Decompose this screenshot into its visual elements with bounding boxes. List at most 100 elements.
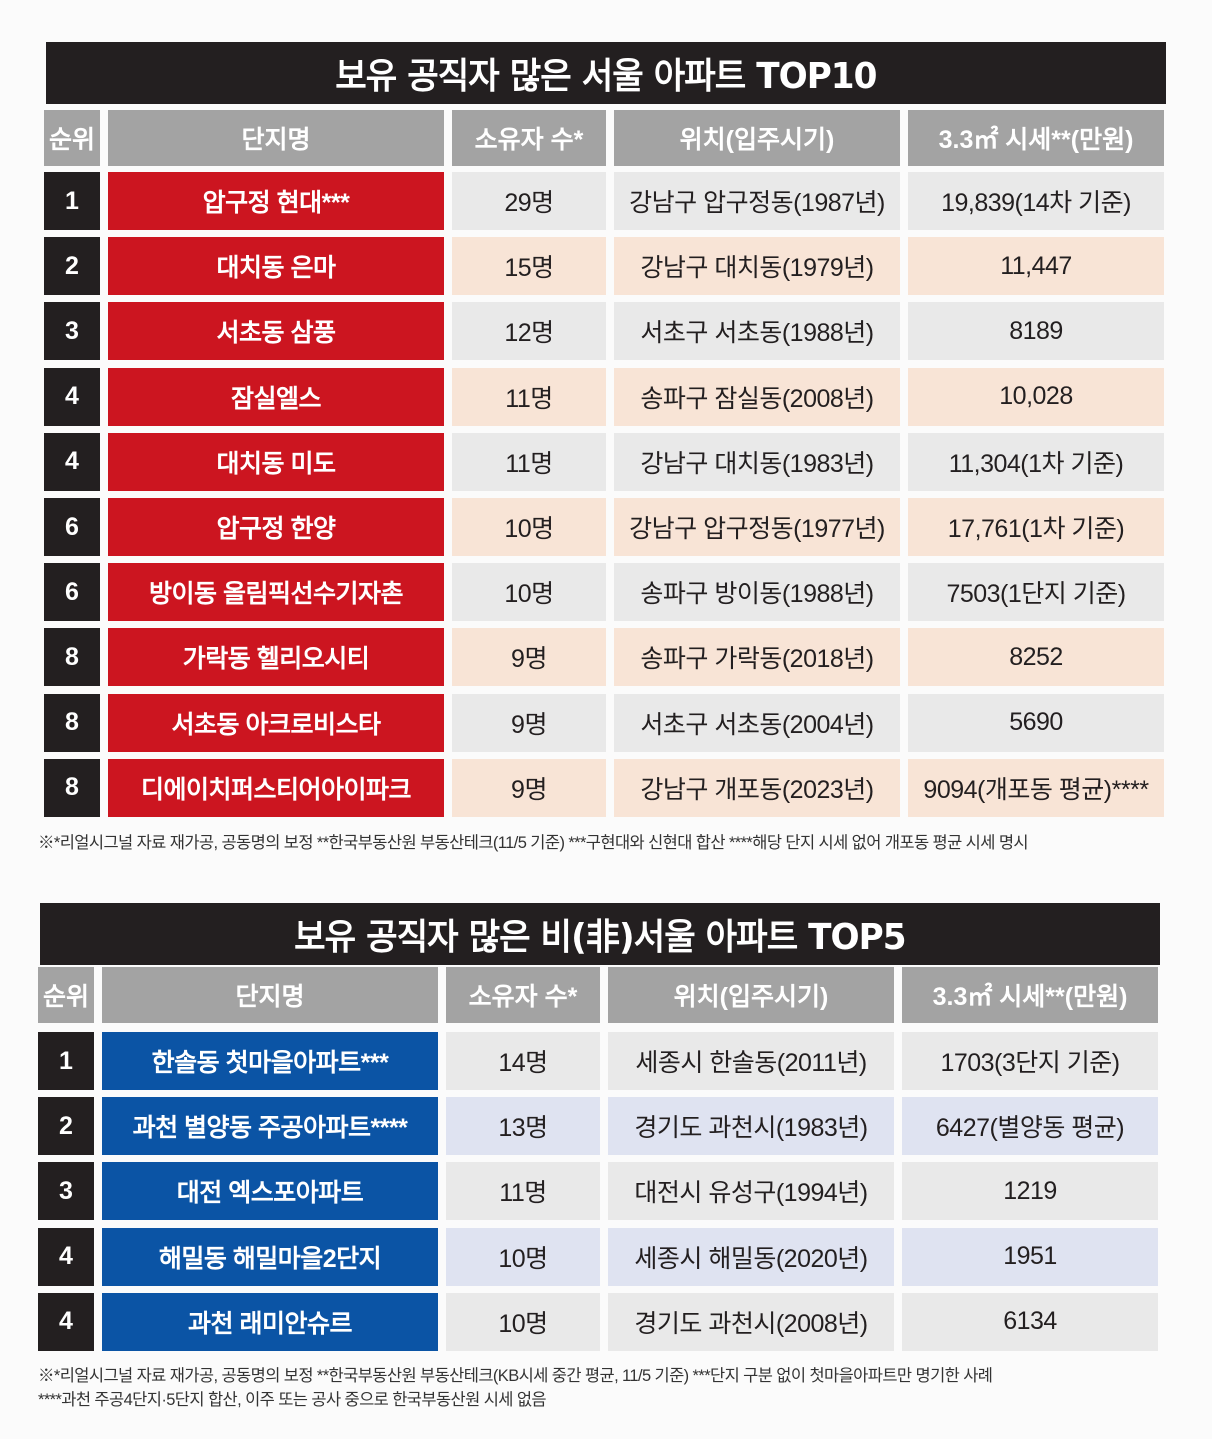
table-row: 8 가락동 헬리오시티 9명 송파구 가락동(2018년) 8252 bbox=[0, 628, 1212, 687]
owners-cell: 13명 bbox=[446, 1097, 600, 1156]
table-row: 1 압구정 현대*** 29명 강남구 압구정동(1987년) 19,839(14차 기… bbox=[0, 172, 1212, 230]
price-cell: 6134 bbox=[902, 1292, 1158, 1351]
table-row: 6 압구정 한양 10명 강남구 압구정동(1977년) 17,761(1차 기준) bbox=[0, 498, 1212, 556]
rank-cell: 1 bbox=[38, 1032, 94, 1090]
location-cell: 서초구 서초동(1988년) bbox=[614, 302, 900, 361]
rank-cell: 4 bbox=[44, 432, 100, 491]
owners-cell: 12명 bbox=[452, 302, 606, 361]
complex-name-cell: 압구정 한양 bbox=[108, 498, 444, 556]
complex-name-cell: 해밀동 해밀마을2단지 bbox=[102, 1227, 438, 1286]
location-cell: 세종시 해밀동(2020년) bbox=[608, 1227, 894, 1286]
complex-name-cell: 과천 래미안슈르 bbox=[102, 1292, 438, 1351]
table2-title: 보유 공직자 많은 비(非)서울 아파트 TOP5 bbox=[40, 903, 1160, 965]
table-row: 3 서초동 삼풍 12명 서초구 서초동(1988년) 8189 bbox=[0, 302, 1212, 361]
table-row: 2 과천 별양동 주공아파트**** 13명 경기도 과천시(1983년) 6427(별… bbox=[0, 1097, 1212, 1156]
location-cell: 경기도 과천시(2008년) bbox=[608, 1292, 894, 1351]
owners-cell: 11명 bbox=[452, 432, 606, 491]
price-cell: 5690 bbox=[908, 693, 1164, 752]
location-cell: 송파구 가락동(2018년) bbox=[614, 628, 900, 687]
owners-cell: 11명 bbox=[452, 367, 606, 426]
table2-header-row: 순위 단지명 소유자 수* 위치(입주시기) 3.3㎡ 시세**(만원) bbox=[0, 967, 1212, 1023]
rank-cell: 4 bbox=[44, 367, 100, 426]
owners-cell: 10명 bbox=[446, 1292, 600, 1351]
owners-cell: 11명 bbox=[446, 1162, 600, 1221]
table1-footnote: ※*리얼시그널 자료 재가공, 공동명의 보정 **한국부동산원 부동산테크(1… bbox=[38, 834, 1029, 852]
location-cell: 세종시 한솔동(2011년) bbox=[608, 1032, 894, 1090]
rank-cell: 4 bbox=[38, 1292, 94, 1351]
table-row: 4 잠실엘스 11명 송파구 잠실동(2008년) 10,028 bbox=[0, 367, 1212, 426]
rank-cell: 8 bbox=[44, 693, 100, 752]
table2-title-text: 보유 공직자 많은 비(非)서울 아파트 TOP5 bbox=[294, 917, 906, 958]
rank-cell: 8 bbox=[44, 758, 100, 817]
header-rank: 순위 bbox=[38, 967, 94, 1023]
location-cell: 서초구 서초동(2004년) bbox=[614, 693, 900, 752]
price-cell: 11,447 bbox=[908, 237, 1164, 296]
table-row: 4 해밀동 해밀마을2단지 10명 세종시 해밀동(2020년) 1951 bbox=[0, 1227, 1212, 1286]
rank-cell: 1 bbox=[44, 172, 100, 230]
location-cell: 송파구 방이동(1988년) bbox=[614, 563, 900, 622]
location-cell: 송파구 잠실동(2008년) bbox=[614, 367, 900, 426]
table2-footnote-1: ※*리얼시그널 자료 재가공, 공동명의 보정 **한국부동산원 부동산테크(K… bbox=[38, 1367, 993, 1385]
table-row: 8 서초동 아크로비스타 9명 서초구 서초동(2004년) 5690 bbox=[0, 693, 1212, 752]
header-owners: 소유자 수* bbox=[446, 967, 600, 1023]
complex-name-cell: 압구정 현대*** bbox=[108, 172, 444, 230]
location-cell: 강남구 대치동(1983년) bbox=[614, 432, 900, 491]
location-cell: 강남구 압구정동(1987년) bbox=[614, 172, 900, 230]
rank-cell: 6 bbox=[44, 563, 100, 622]
table-row: 4 대치동 미도 11명 강남구 대치동(1983년) 11,304(1차 기준) bbox=[0, 432, 1212, 491]
rank-cell: 6 bbox=[44, 498, 100, 556]
complex-name-cell: 서초동 아크로비스타 bbox=[108, 693, 444, 752]
complex-name-cell: 과천 별양동 주공아파트**** bbox=[102, 1097, 438, 1156]
header-owners: 소유자 수* bbox=[452, 110, 606, 166]
rank-cell: 3 bbox=[44, 302, 100, 361]
location-cell: 대전시 유성구(1994년) bbox=[608, 1162, 894, 1221]
rank-cell: 8 bbox=[44, 628, 100, 687]
table1-title: 보유 공직자 많은 서울 아파트 TOP10 bbox=[46, 42, 1166, 104]
header-price: 3.3㎡ 시세**(만원) bbox=[902, 967, 1158, 1023]
table-row: 2 대치동 은마 15명 강남구 대치동(1979년) 11,447 bbox=[0, 237, 1212, 296]
price-cell: 1951 bbox=[902, 1227, 1158, 1286]
complex-name-cell: 대전 엑스포아파트 bbox=[102, 1162, 438, 1221]
complex-name-cell: 한솔동 첫마을아파트*** bbox=[102, 1032, 438, 1090]
rank-cell: 4 bbox=[38, 1227, 94, 1286]
location-cell: 강남구 대치동(1979년) bbox=[614, 237, 900, 296]
price-cell: 8252 bbox=[908, 628, 1164, 687]
price-cell: 9094(개포동 평균)**** bbox=[908, 758, 1164, 817]
header-location: 위치(입주시기) bbox=[614, 110, 900, 166]
location-cell: 강남구 개포동(2023년) bbox=[614, 758, 900, 817]
owners-cell: 9명 bbox=[452, 693, 606, 752]
header-location: 위치(입주시기) bbox=[608, 967, 894, 1023]
table-row: 8 디에이치퍼스티어아이파크 9명 강남구 개포동(2023년) 9094(개포동 평균… bbox=[0, 758, 1212, 817]
table1-title-text: 보유 공직자 많은 서울 아파트 TOP10 bbox=[335, 56, 877, 97]
owners-cell: 9명 bbox=[452, 628, 606, 687]
header-name: 단지명 bbox=[102, 967, 438, 1023]
owners-cell: 10명 bbox=[452, 563, 606, 622]
owners-cell: 9명 bbox=[452, 758, 606, 817]
complex-name-cell: 잠실엘스 bbox=[108, 367, 444, 426]
location-cell: 강남구 압구정동(1977년) bbox=[614, 498, 900, 556]
complex-name-cell: 가락동 헬리오시티 bbox=[108, 628, 444, 687]
price-cell: 11,304(1차 기준) bbox=[908, 432, 1164, 491]
complex-name-cell: 대치동 미도 bbox=[108, 432, 444, 491]
table-row: 6 방이동 올림픽선수기자촌 10명 송파구 방이동(1988년) 7503(1단지 기… bbox=[0, 563, 1212, 622]
table-row: 4 과천 래미안슈르 10명 경기도 과천시(2008년) 6134 bbox=[0, 1292, 1212, 1351]
rank-cell: 3 bbox=[38, 1162, 94, 1221]
owners-cell: 10명 bbox=[452, 498, 606, 556]
complex-name-cell: 서초동 삼풍 bbox=[108, 302, 444, 361]
price-cell: 1219 bbox=[902, 1162, 1158, 1221]
price-cell: 7503(1단지 기준) bbox=[908, 563, 1164, 622]
price-cell: 6427(별양동 평균) bbox=[902, 1097, 1158, 1156]
price-cell: 1703(3단지 기준) bbox=[902, 1032, 1158, 1090]
table1-header-row: 순위 단지명 소유자 수* 위치(입주시기) 3.3㎡ 시세**(만원) bbox=[0, 110, 1212, 166]
rank-cell: 2 bbox=[38, 1097, 94, 1156]
table-row: 3 대전 엑스포아파트 11명 대전시 유성구(1994년) 1219 bbox=[0, 1162, 1212, 1221]
price-cell: 19,839(14차 기준) bbox=[908, 172, 1164, 230]
location-cell: 경기도 과천시(1983년) bbox=[608, 1097, 894, 1156]
complex-name-cell: 디에이치퍼스티어아이파크 bbox=[108, 758, 444, 817]
owners-cell: 10명 bbox=[446, 1227, 600, 1286]
price-cell: 10,028 bbox=[908, 367, 1164, 426]
complex-name-cell: 대치동 은마 bbox=[108, 237, 444, 296]
table2-footnote-2: ****과천 주공4단지·5단지 합산, 이주 또는 공사 중으로 한국부동산원… bbox=[38, 1391, 547, 1409]
header-price: 3.3㎡ 시세**(만원) bbox=[908, 110, 1164, 166]
owners-cell: 14명 bbox=[446, 1032, 600, 1090]
